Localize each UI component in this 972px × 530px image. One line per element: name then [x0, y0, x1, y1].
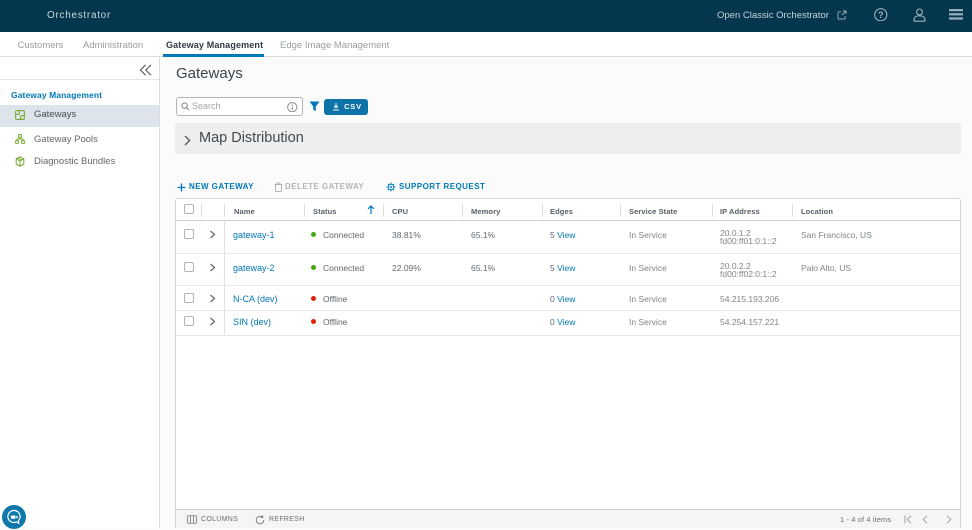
svg-text:?: ? [878, 10, 884, 20]
